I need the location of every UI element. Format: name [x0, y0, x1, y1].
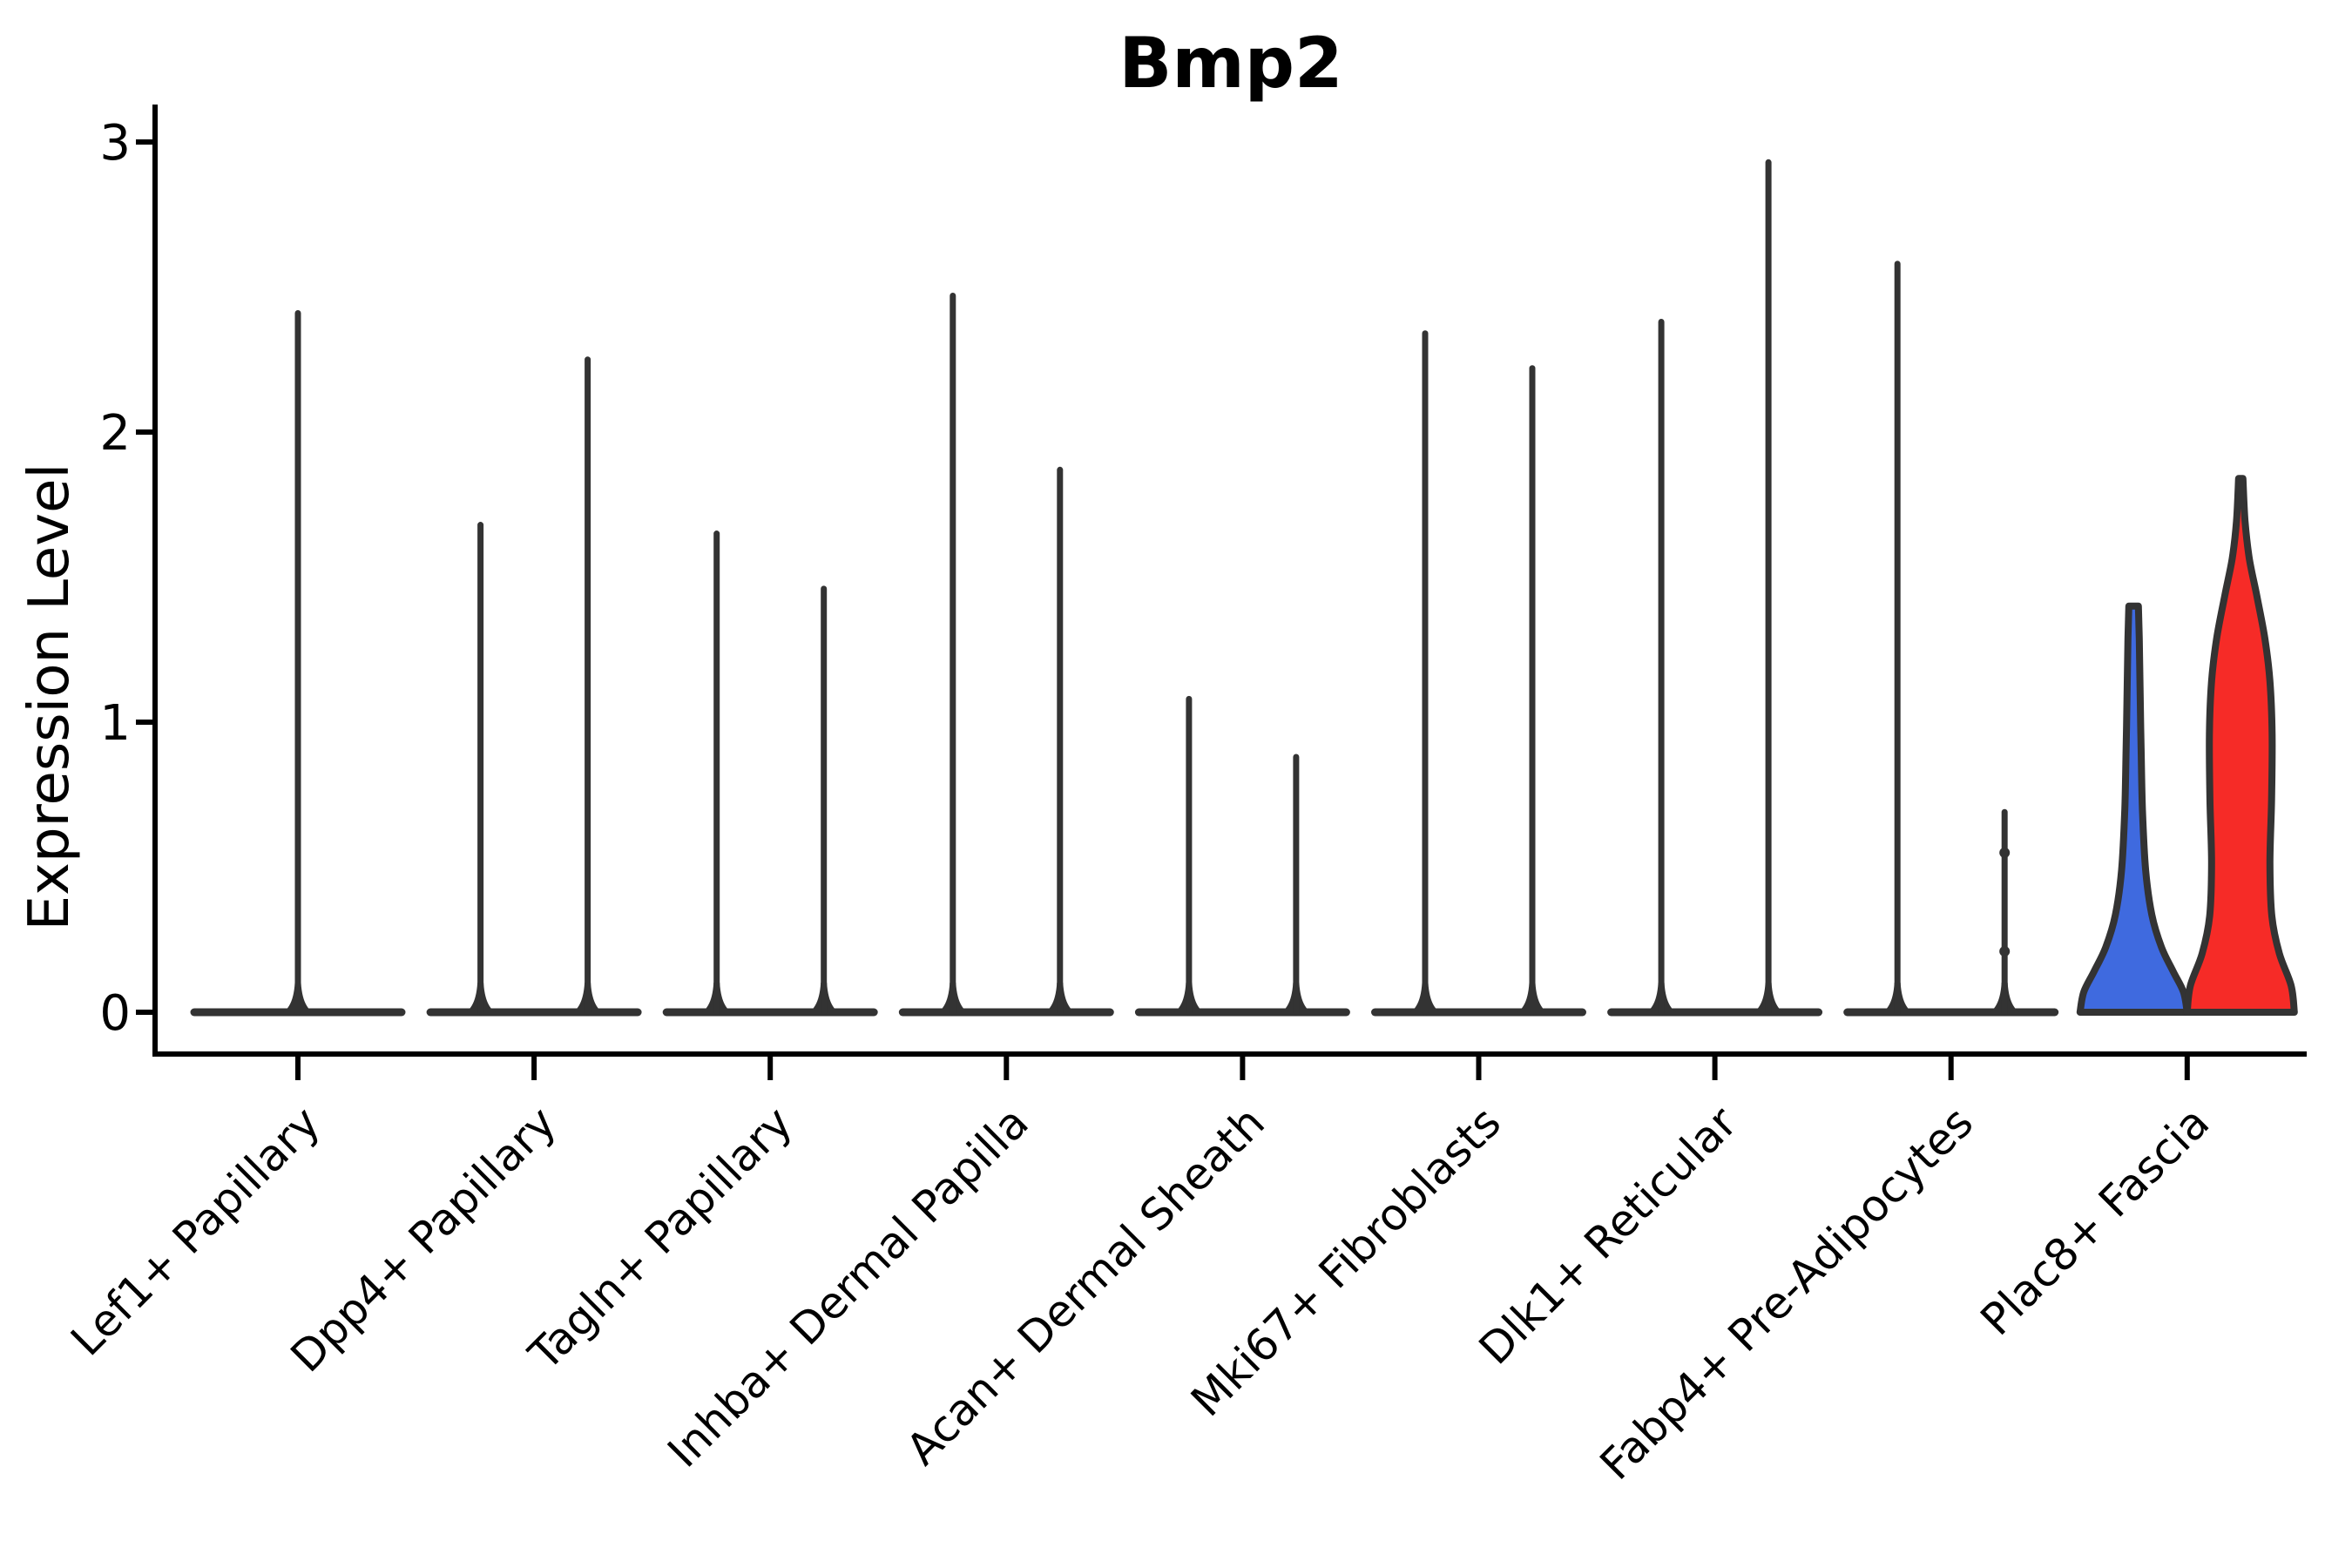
y-tick-label: 1: [99, 695, 131, 752]
y-tick-label: 2: [99, 405, 131, 462]
x-tick-label: Fabp4+ Pre-Adipocytes: [1591, 1097, 1984, 1490]
chart-title: Bmp2: [1119, 23, 1342, 104]
violin-fabp4-pre-adipocytes-right-point: [1999, 847, 2011, 858]
x-tick-label: Lef1+ Papillary: [61, 1097, 329, 1365]
x-tick-label: Plac8+ Fascia: [1971, 1097, 2220, 1345]
y-tick-label: 0: [99, 985, 131, 1042]
x-tick-label: Tagln+ Papillary: [519, 1097, 802, 1380]
x-tick-label: Dlk1+ Reticular: [1470, 1097, 1747, 1374]
violin-plac8-fascia-left: [2076, 602, 2191, 1016]
violin-plac8-fascia-right: [2183, 475, 2298, 1016]
y-tick-label: 3: [99, 115, 131, 172]
y-axis-label: Expression Level: [17, 463, 82, 931]
violin-fabp4-pre-adipocytes-right-point: [1999, 946, 2011, 957]
